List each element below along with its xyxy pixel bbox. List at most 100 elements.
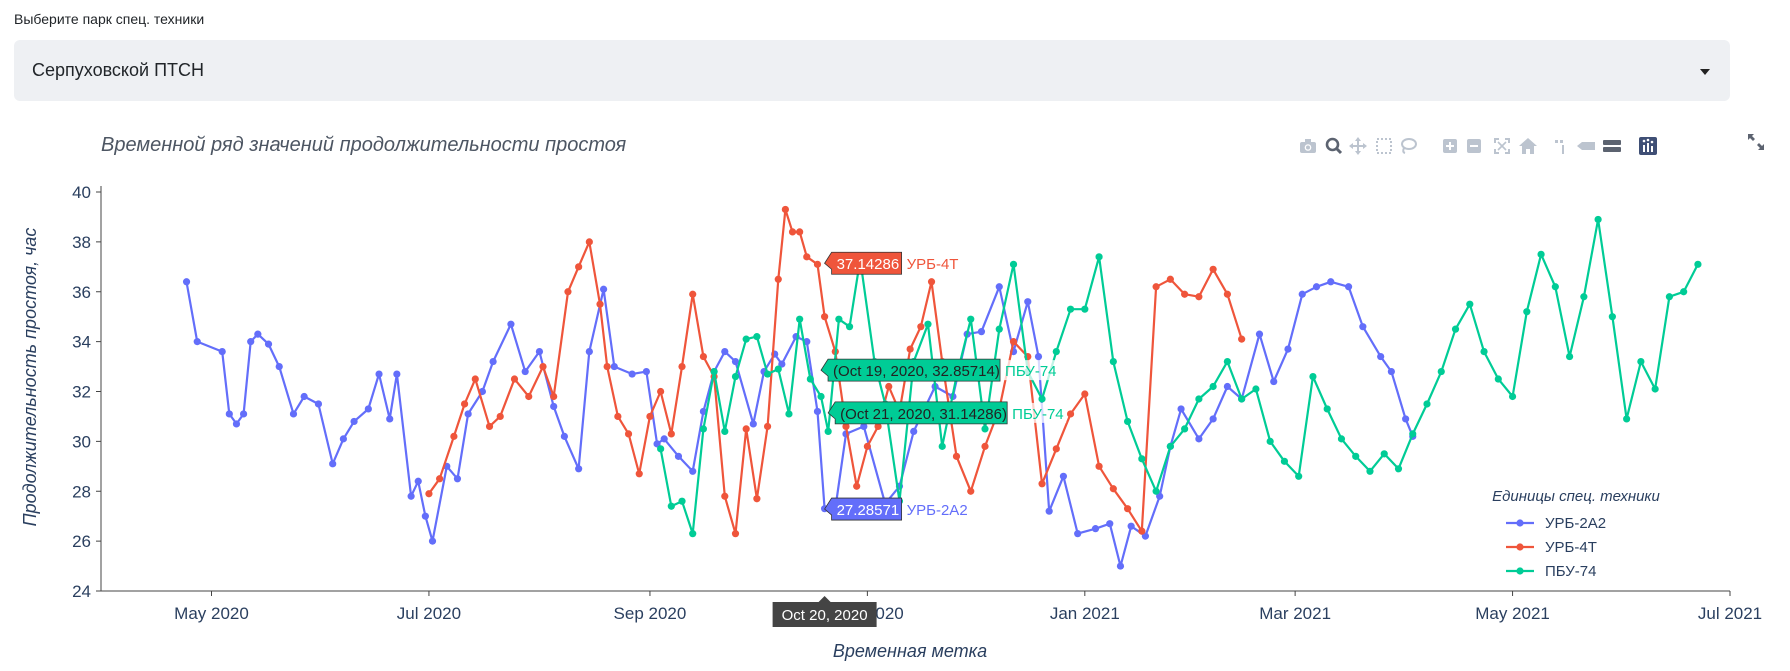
- data-point[interactable]: [1038, 480, 1046, 488]
- data-point[interactable]: [1074, 530, 1082, 538]
- zoom-out-icon[interactable]: [1462, 134, 1486, 158]
- data-point[interactable]: [1195, 293, 1203, 301]
- data-point[interactable]: [678, 497, 686, 505]
- data-point[interactable]: [603, 362, 611, 371]
- data-point[interactable]: [1437, 367, 1445, 376]
- data-point[interactable]: [535, 348, 544, 356]
- data-point[interactable]: [1166, 442, 1174, 450]
- data-point[interactable]: [1608, 313, 1616, 321]
- plotly-logo-icon[interactable]: [1636, 134, 1660, 158]
- data-point[interactable]: [1323, 405, 1331, 413]
- data-point[interactable]: [1298, 290, 1306, 298]
- data-point[interactable]: [1680, 288, 1688, 296]
- data-point[interactable]: [254, 330, 262, 338]
- data-point[interactable]: [314, 400, 323, 408]
- data-point[interactable]: [1009, 338, 1018, 346]
- data-point[interactable]: [1034, 352, 1043, 361]
- data-point[interactable]: [585, 238, 593, 246]
- data-point[interactable]: [1394, 465, 1403, 473]
- data-point[interactable]: [1156, 492, 1164, 500]
- data-point[interactable]: [436, 475, 444, 483]
- data-point[interactable]: [1309, 372, 1317, 381]
- data-point[interactable]: [1523, 308, 1531, 316]
- data-point[interactable]: [1109, 357, 1117, 366]
- data-point[interactable]: [660, 435, 668, 443]
- data-point[interactable]: [471, 375, 479, 383]
- data-point[interactable]: [1266, 437, 1274, 445]
- data-point[interactable]: [1238, 335, 1246, 343]
- data-point[interactable]: [614, 412, 622, 421]
- data-point[interactable]: [967, 487, 975, 495]
- data-point[interactable]: [460, 400, 469, 408]
- data-point[interactable]: [753, 495, 761, 503]
- data-point[interactable]: [1402, 415, 1410, 423]
- data-point[interactable]: [560, 432, 568, 440]
- data-point[interactable]: [247, 338, 255, 346]
- data-point[interactable]: [407, 492, 415, 500]
- data-point[interactable]: [1359, 323, 1367, 331]
- data-point[interactable]: [510, 375, 519, 383]
- data-point[interactable]: [667, 430, 675, 438]
- data-point[interactable]: [774, 365, 782, 373]
- data-point[interactable]: [721, 427, 729, 435]
- data-point[interactable]: [1052, 348, 1060, 356]
- data-point[interactable]: [785, 410, 793, 418]
- expand-icon[interactable]: [1744, 130, 1768, 154]
- data-point[interactable]: [193, 338, 201, 346]
- data-point[interactable]: [375, 370, 383, 378]
- data-point[interactable]: [813, 260, 822, 268]
- data-point[interactable]: [763, 422, 772, 431]
- data-point[interactable]: [742, 425, 750, 433]
- camera-icon[interactable]: [1296, 134, 1320, 158]
- data-point[interactable]: [817, 392, 825, 401]
- data-point[interactable]: [1038, 395, 1046, 403]
- data-point[interactable]: [952, 452, 961, 460]
- data-point[interactable]: [995, 283, 1003, 291]
- zoom-icon[interactable]: [1322, 134, 1346, 158]
- data-point[interactable]: [1152, 487, 1160, 495]
- data-point[interactable]: [464, 410, 472, 418]
- data-point[interactable]: [1637, 357, 1645, 366]
- data-point[interactable]: [564, 288, 572, 296]
- reset-axes-icon[interactable]: [1516, 134, 1540, 158]
- data-point[interactable]: [981, 442, 989, 450]
- data-point[interactable]: [778, 360, 786, 368]
- data-point[interactable]: [1377, 352, 1385, 361]
- data-point[interactable]: [1195, 395, 1203, 403]
- data-point[interactable]: [774, 275, 782, 283]
- data-point[interactable]: [1091, 525, 1100, 533]
- data-point[interactable]: [835, 315, 843, 323]
- data-point[interactable]: [657, 387, 665, 396]
- data-point[interactable]: [917, 323, 925, 331]
- data-point[interactable]: [813, 407, 822, 416]
- data-point[interactable]: [1024, 298, 1032, 306]
- data-point[interactable]: [1109, 485, 1117, 493]
- data-point[interactable]: [1480, 348, 1488, 356]
- data-point[interactable]: [1270, 377, 1278, 386]
- data-point[interactable]: [788, 228, 797, 236]
- data-point[interactable]: [393, 370, 401, 378]
- data-point[interactable]: [1066, 305, 1075, 313]
- data-point[interactable]: [749, 420, 757, 428]
- data-point[interactable]: [1466, 300, 1474, 308]
- data-point[interactable]: [1280, 457, 1289, 465]
- data-point[interactable]: [1009, 260, 1018, 268]
- data-point[interactable]: [1095, 253, 1103, 261]
- data-point[interactable]: [1665, 293, 1674, 301]
- data-point[interactable]: [1106, 520, 1114, 528]
- data-point[interactable]: [496, 412, 504, 421]
- park-select-dropdown[interactable]: Серпуховской ПТСН: [14, 40, 1730, 101]
- data-point[interactable]: [485, 422, 494, 431]
- data-point[interactable]: [539, 362, 547, 371]
- data-point[interactable]: [1095, 462, 1103, 470]
- legend-item[interactable]: УРБ-4Т: [1506, 539, 1597, 556]
- autoscale-icon[interactable]: [1490, 134, 1514, 158]
- data-point[interactable]: [1344, 283, 1353, 291]
- line-chart[interactable]: Временной ряд значений продолжительности…: [0, 120, 1790, 671]
- data-point[interactable]: [525, 392, 533, 401]
- data-point[interactable]: [824, 427, 832, 435]
- data-point[interactable]: [1423, 400, 1431, 408]
- data-point[interactable]: [742, 335, 750, 343]
- data-point[interactable]: [1181, 425, 1189, 433]
- data-point[interactable]: [1209, 265, 1217, 273]
